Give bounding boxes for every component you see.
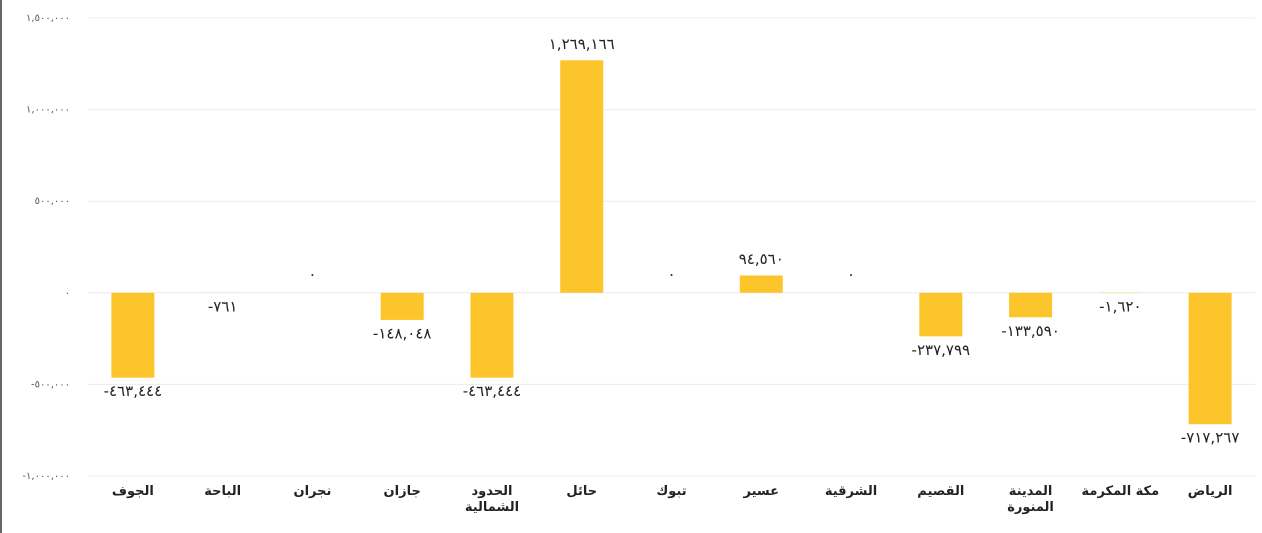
value-label: -١٣٣,٥٩٠	[1001, 322, 1060, 340]
x-tick-label: الشرقية	[824, 484, 878, 499]
value-label: ١,٢٦٩,١٦٦	[549, 35, 615, 53]
x-tick-label: تبوك	[656, 484, 687, 499]
bar	[739, 275, 783, 293]
x-tick-label: القصيم	[917, 484, 965, 499]
bar	[111, 292, 155, 378]
x-tick-label: الحدود الشمالية	[464, 484, 520, 515]
bar	[470, 292, 514, 378]
value-label: -٧٦١	[208, 297, 238, 315]
x-tick-label: نجران	[293, 484, 332, 499]
x-tick-label: الباحة	[204, 484, 242, 499]
value-label: -٤٦٣,٤٤٤	[463, 382, 522, 400]
value-label: -٤٦٣,٤٤٤	[104, 382, 163, 400]
bar	[919, 292, 963, 337]
value-label: ٠	[847, 265, 855, 283]
y-tick-label: -٥٠٠,٠٠٠	[31, 379, 70, 390]
y-tick-label: ١,٠٠٠,٠٠٠	[26, 105, 70, 116]
x-tick-label: المدينة المنورة	[1007, 484, 1054, 515]
x-tick-label: حائل	[566, 484, 598, 499]
x-tick-label: عسير	[743, 484, 780, 499]
value-label: ٩٤,٥٦٠	[739, 250, 784, 268]
bar	[1009, 292, 1053, 318]
y-tick-label: ٥٠٠,٠٠٠	[35, 196, 70, 207]
value-label: -١٤٨,٠٤٨	[373, 324, 432, 342]
y-tick-label: ٠	[65, 288, 70, 299]
bar	[380, 292, 424, 320]
bar	[1188, 292, 1232, 425]
value-label: -٧١٧,٢٦٧	[1181, 429, 1240, 447]
value-label: ٠	[667, 265, 675, 283]
value-label: ٠	[308, 265, 316, 283]
x-tick-label: الرياض	[1187, 484, 1233, 499]
x-tick-label: جازان	[383, 484, 421, 499]
bar	[560, 60, 604, 293]
x-tick-label: مكة المكرمة	[1081, 484, 1160, 499]
value-label: -٢٣٧,٧٩٩	[912, 341, 971, 359]
x-tick-label: الجوف	[111, 484, 154, 499]
y-tick-label: -١,٠٠٠,٠٠٠	[22, 471, 70, 482]
y-tick-label: ١,٥٠٠,٠٠٠	[26, 13, 70, 24]
value-label: -١,٦٢٠	[1099, 298, 1141, 316]
